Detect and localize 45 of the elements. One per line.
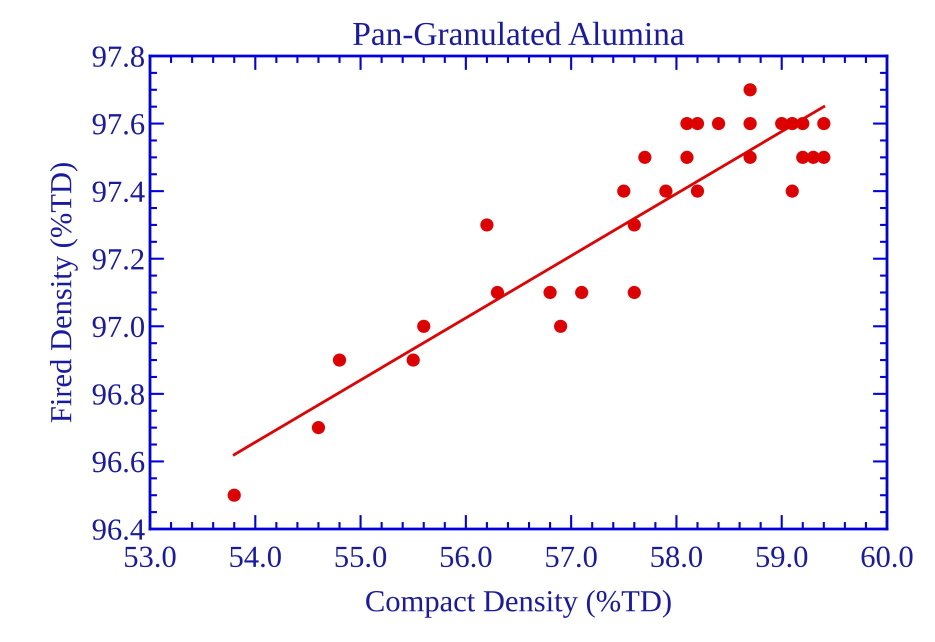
x-tick-label: 53.0 <box>125 546 176 568</box>
x-tick-label: 58.0 <box>651 546 702 568</box>
point <box>744 83 757 96</box>
point <box>786 184 799 198</box>
point <box>480 218 494 232</box>
x-tick-label: 54.0 <box>230 546 281 568</box>
point <box>332 353 346 367</box>
point <box>680 150 694 164</box>
point <box>690 116 704 130</box>
point <box>638 150 652 164</box>
point <box>554 320 568 333</box>
point <box>712 116 726 130</box>
y-tick-label: 97.0 <box>92 316 144 338</box>
x-tick-label: 60.0 <box>862 546 913 568</box>
point <box>544 286 557 300</box>
x-tick-label: 56.0 <box>440 546 492 568</box>
y-tick-label: 97.8 <box>92 46 144 68</box>
x-axis-title: Compact Density (%TD) <box>366 590 671 618</box>
y-tick-label: 97.4 <box>92 182 145 202</box>
x-tick-label: 59.0 <box>756 546 808 568</box>
x-tick-label: 57.0 <box>546 546 597 568</box>
point <box>744 150 757 164</box>
point <box>406 353 420 367</box>
point <box>417 320 430 333</box>
y-tick-label: 96.4 <box>92 519 145 540</box>
y-tick-label: 97.6 <box>92 114 144 135</box>
point <box>490 286 504 300</box>
point <box>575 286 588 300</box>
y-axis-title: Fired Density (%TD) <box>50 163 78 422</box>
y-tick-label: 97.2 <box>92 249 144 270</box>
point <box>817 116 830 130</box>
point <box>659 184 672 198</box>
point <box>796 116 810 130</box>
y-tick-label: 96.8 <box>92 384 144 405</box>
point <box>628 286 641 300</box>
point <box>817 150 830 164</box>
point <box>690 184 704 198</box>
point <box>744 116 757 130</box>
point <box>617 184 630 198</box>
point <box>228 488 241 502</box>
chart-title: Pan-Granulated Alumina <box>353 22 684 46</box>
x-tick-label: 55.0 <box>336 546 386 568</box>
y-tick-label: 96.6 <box>92 452 144 472</box>
point <box>628 218 641 232</box>
point <box>312 421 326 434</box>
